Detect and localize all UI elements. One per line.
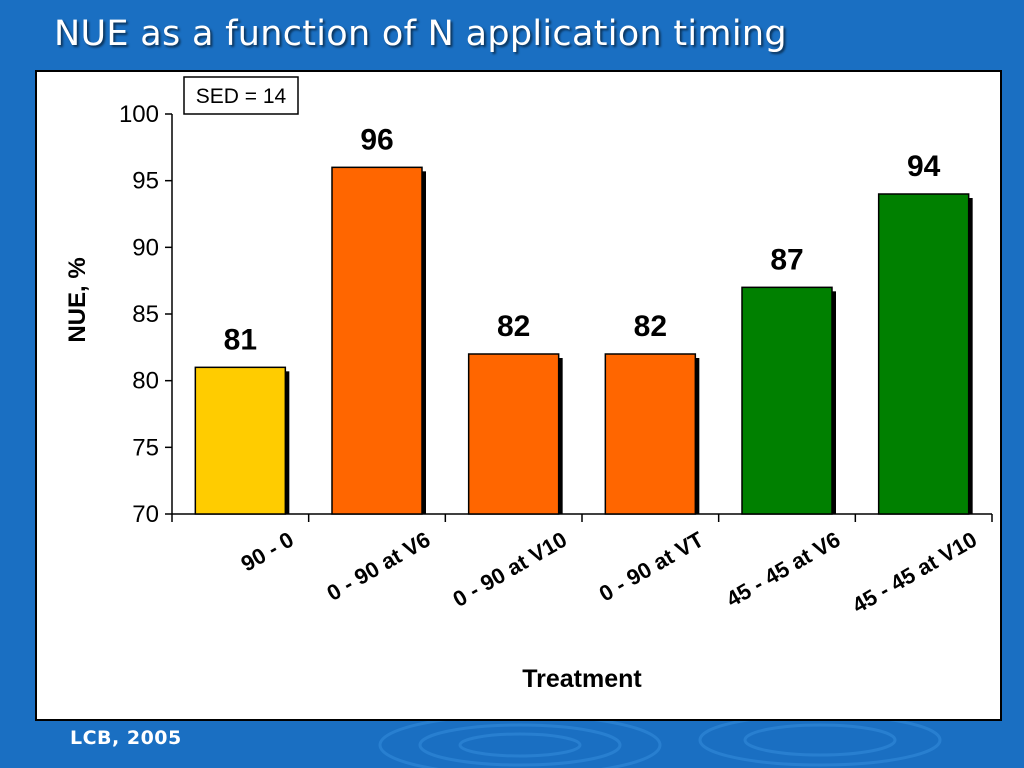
y-axis-label: NUE, % xyxy=(64,257,91,342)
y-tick-label: 80 xyxy=(132,368,159,395)
bar-data-label: 96 xyxy=(360,123,393,156)
bar-data-label: 94 xyxy=(907,150,941,183)
category-label: 0 - 90 at V10 xyxy=(449,527,572,612)
category-label: 0 - 90 at V6 xyxy=(322,527,434,606)
sed-annotation: SED = 14 xyxy=(183,76,299,115)
y-tick-label: 75 xyxy=(132,434,159,461)
y-tick-label: 100 xyxy=(119,101,159,128)
category-label: 45 - 45 at V6 xyxy=(722,527,845,612)
category-label: 0 - 90 at VT xyxy=(595,526,709,606)
nue-bar-chart: SED = 14 70 75 80 85 90 95 100 81 96 82 82 87 94 90… xyxy=(64,76,993,693)
bar-data-label: 87 xyxy=(770,243,803,276)
bar xyxy=(194,366,287,515)
y-tick-label: 85 xyxy=(132,301,159,328)
category-label: 90 - 0 xyxy=(237,527,298,577)
bar-data-label: 81 xyxy=(224,323,257,356)
chart-frame: SED = 14 70 75 80 85 90 95 100 81 96 82 82 87 94 90… xyxy=(35,70,1002,721)
bar xyxy=(741,286,833,515)
bar xyxy=(331,166,423,515)
bar-data-label: 82 xyxy=(634,310,667,343)
slide-title: NUE as a function of N application timin… xyxy=(54,14,787,54)
bar xyxy=(877,193,970,515)
y-tick-label: 70 xyxy=(132,501,159,528)
x-axis-label: Treatment xyxy=(522,665,642,693)
sed-annotation-text: SED = 14 xyxy=(196,85,287,108)
bar xyxy=(467,353,560,515)
y-tick-label: 90 xyxy=(132,234,159,261)
y-tick-label: 95 xyxy=(132,168,159,195)
category-label: 45 - 45 at V10 xyxy=(848,527,981,618)
bar xyxy=(604,353,697,515)
footer-credit: LCB, 2005 xyxy=(70,727,182,749)
sed-annotation-box xyxy=(183,76,299,115)
bar-data-label: 82 xyxy=(497,310,530,343)
